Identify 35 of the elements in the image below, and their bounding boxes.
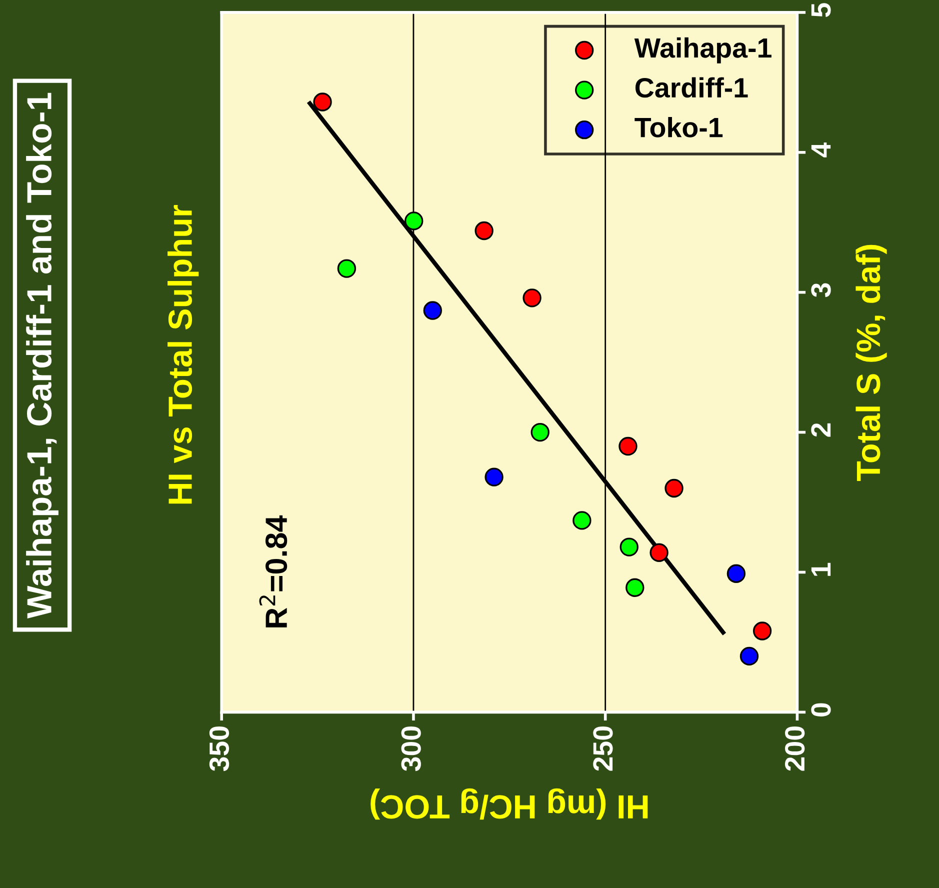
x-axis-title: HI (mg HC/g TOC) xyxy=(370,788,648,820)
y-tick-label: 5 xyxy=(811,3,831,17)
y-tick-label: 3 xyxy=(811,283,831,298)
y-tick-label: 2 xyxy=(811,423,831,437)
annotation: R$^{2}$=0.84 xyxy=(259,515,288,628)
point xyxy=(752,622,772,640)
point xyxy=(522,288,542,308)
point xyxy=(423,301,442,320)
point xyxy=(626,578,644,597)
point xyxy=(740,646,759,666)
text: HI vs Total Sulphur xyxy=(168,205,199,504)
point xyxy=(618,436,638,456)
y-tick-label: 1 xyxy=(811,562,831,576)
point xyxy=(726,564,746,583)
point xyxy=(572,511,592,530)
point xyxy=(474,221,494,240)
point xyxy=(337,259,356,278)
x-tick-label: 200 xyxy=(784,726,805,771)
legend-label: Toko-1 xyxy=(634,117,723,138)
x-tick-label: 350 xyxy=(209,726,230,772)
point xyxy=(650,543,668,562)
point xyxy=(620,538,638,556)
y-tick-label: 4 xyxy=(811,142,831,158)
point xyxy=(404,212,424,230)
y-axis-title: Total S (%, daf) xyxy=(856,244,887,482)
legend-label: Cardiff-1 xyxy=(635,77,748,98)
text: Waihapa-1, Cardiff-1 and Toko-1 xyxy=(26,92,58,618)
y-tick-label: 0 xyxy=(811,703,831,716)
point xyxy=(530,422,550,442)
point xyxy=(313,92,332,112)
point xyxy=(664,478,684,498)
x-tick-label: 250 xyxy=(593,726,613,771)
point xyxy=(484,468,504,486)
x-tick-label: 300 xyxy=(401,726,421,772)
legend-label: Waihapa-1 xyxy=(634,37,772,64)
